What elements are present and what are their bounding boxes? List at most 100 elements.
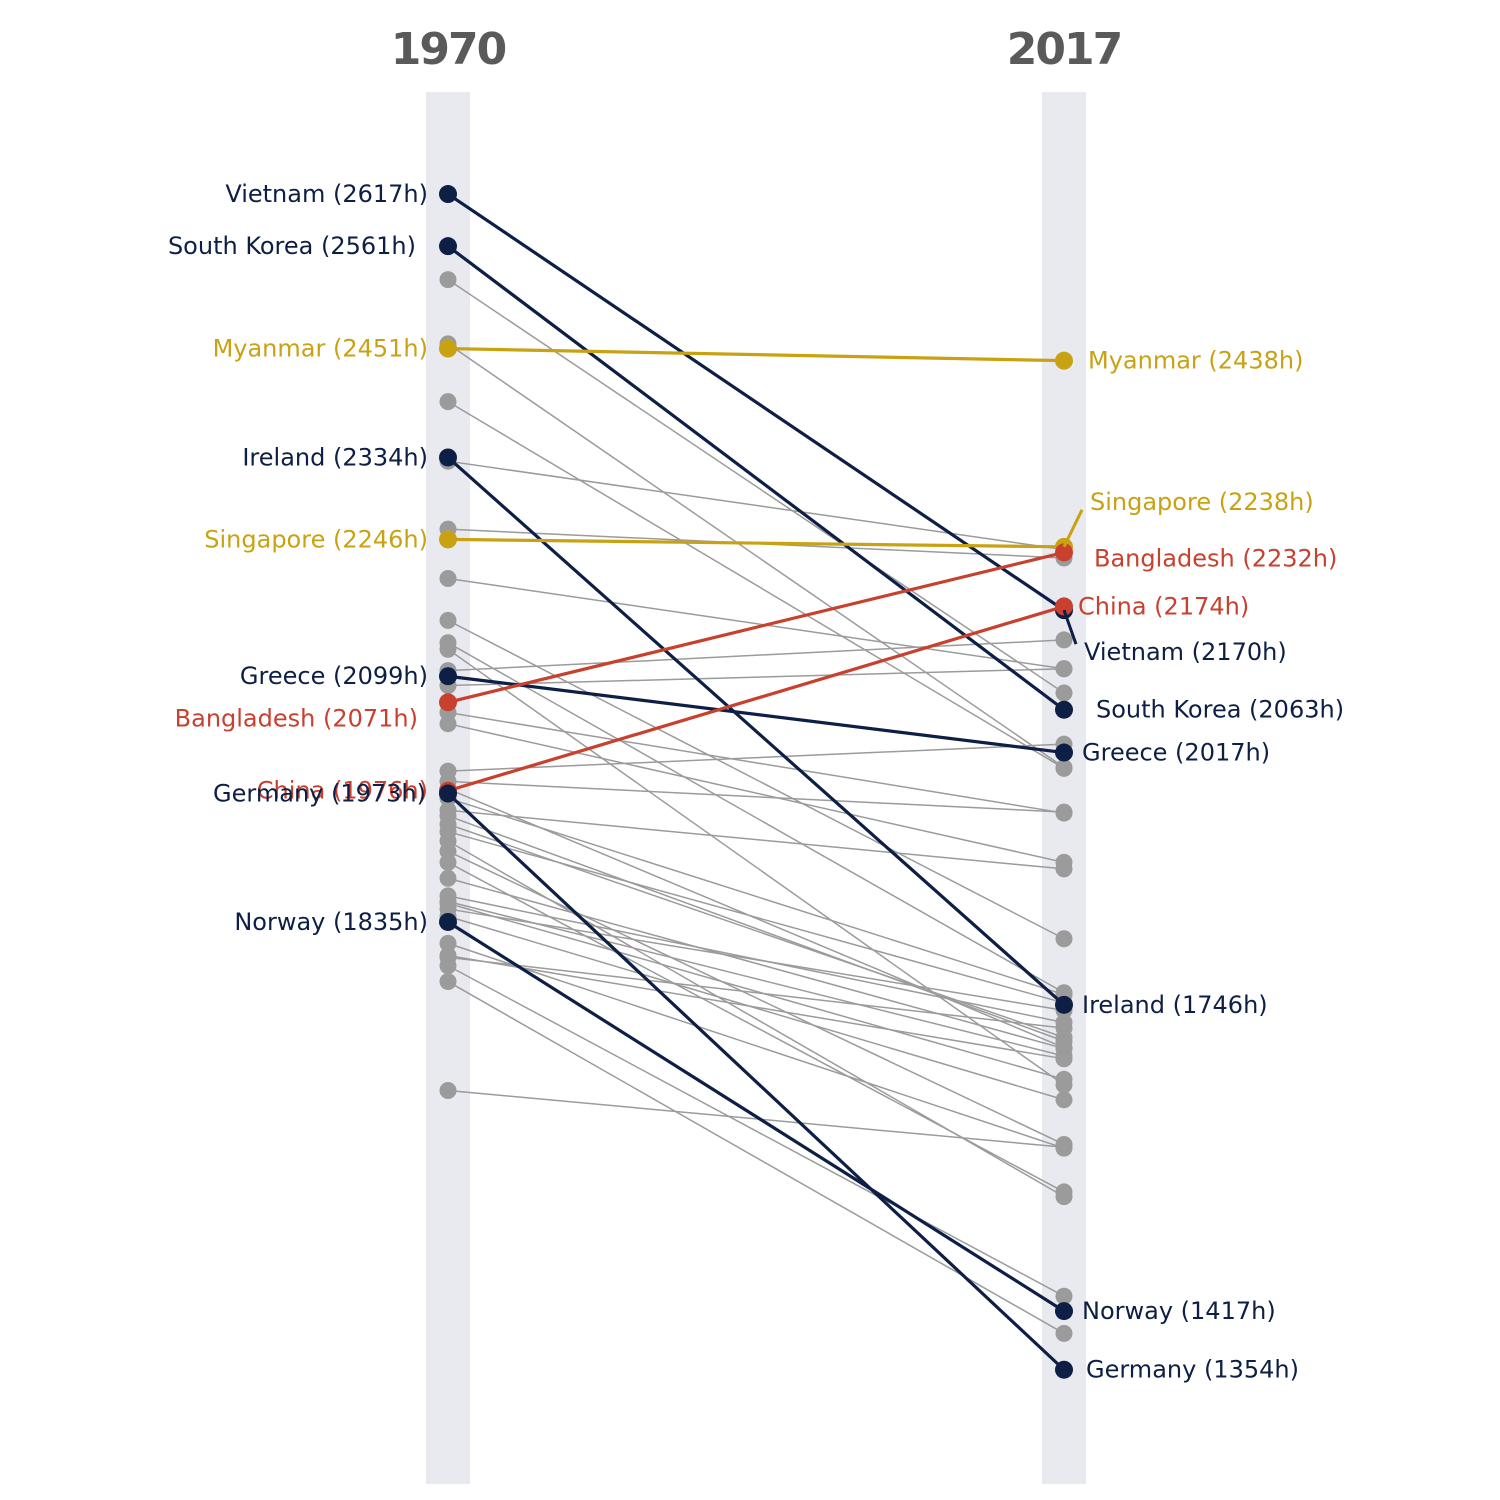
germany-point-start	[439, 784, 457, 803]
south-korea-end-label: South Korea (2063h)	[1096, 696, 1344, 724]
background-line	[447, 460, 1065, 551]
bangladesh-start-label: Bangladesh (2071h)	[175, 704, 418, 732]
background-point-start	[439, 393, 457, 411]
background-point-start	[439, 934, 457, 952]
background-point-start	[439, 640, 457, 658]
vietnam-end-label: Vietnam (2170h)	[1084, 638, 1287, 666]
background-line	[447, 577, 1065, 670]
background-point-start	[439, 869, 457, 887]
myanmar-end-label: Myanmar (2438h)	[1088, 347, 1303, 375]
norway-end-label: Norway (1417h)	[1082, 1297, 1276, 1325]
background-line	[447, 788, 1065, 1049]
germany-start-label: Germany (1973h)	[213, 780, 426, 808]
background-line	[447, 1089, 1065, 1148]
vietnam-label-leader	[1062, 609, 1078, 645]
background-point-start	[439, 1081, 457, 1099]
background-line	[447, 954, 1065, 1060]
background-line	[447, 830, 1065, 1004]
greece-line	[447, 674, 1065, 755]
background-point-start	[439, 973, 457, 991]
background-point-start	[439, 271, 457, 289]
south-korea-point-end	[1055, 700, 1073, 719]
ireland-point-start	[439, 448, 457, 467]
background-line	[447, 980, 1065, 1335]
background-line	[447, 400, 1065, 770]
background-point-end	[1055, 860, 1073, 878]
background-point-start	[439, 569, 457, 587]
singapore-end-label: Singapore (2238h)	[1090, 488, 1314, 516]
greece-point-start	[439, 667, 457, 686]
background-line	[447, 619, 1065, 940]
germany-line	[446, 792, 1066, 1371]
background-point-end	[1055, 759, 1073, 777]
south-korea-line	[447, 244, 1065, 712]
bangladesh-line	[447, 550, 1065, 704]
greece-point-end	[1055, 743, 1073, 762]
background-line	[447, 743, 1065, 772]
myanmar-point-end	[1055, 351, 1073, 370]
ireland-line	[446, 456, 1066, 1007]
bangladesh-end-label: Bangladesh (2232h)	[1094, 544, 1337, 572]
greece-start-label: Greece (2099h)	[240, 662, 428, 690]
myanmar-line	[447, 346, 1065, 363]
south-korea-start-label: South Korea (2561h)	[168, 232, 416, 260]
background-point-end	[1055, 1091, 1073, 1109]
background-point-start	[439, 715, 457, 733]
background-point-start	[439, 611, 457, 629]
background-line	[447, 639, 1065, 672]
ireland-end-label: Ireland (1746h)	[1082, 991, 1268, 1019]
background-line	[447, 815, 1065, 1042]
background-line	[447, 823, 1065, 1039]
background-line	[447, 942, 1065, 1149]
bangladesh-point-start	[439, 693, 457, 712]
ireland-start-label: Ireland (2334h)	[242, 443, 428, 471]
vietnam-line	[447, 192, 1065, 612]
background-line	[447, 809, 1065, 870]
norway-point-start	[439, 912, 457, 931]
background-line	[447, 877, 1065, 1050]
myanmar-point-start	[439, 339, 457, 358]
norway-point-end	[1055, 1302, 1073, 1321]
norway-start-label: Norway (1835h)	[234, 908, 428, 936]
south-korea-point-start	[439, 237, 457, 256]
germany-point-end	[1055, 1360, 1073, 1379]
background-line	[447, 722, 1065, 864]
background-point-end	[1055, 1070, 1073, 1088]
china-start-label: China (1976h)	[257, 777, 428, 805]
background-point-start	[439, 853, 457, 871]
background-line	[447, 850, 1065, 1146]
ireland-point-end	[1055, 995, 1073, 1014]
background-point-end	[1055, 1324, 1073, 1342]
background-point-end	[1055, 631, 1073, 649]
singapore-point-start	[439, 530, 457, 549]
norway-line	[447, 920, 1065, 1313]
singapore-line	[447, 537, 1065, 549]
column-header-end: 2017	[1006, 24, 1123, 75]
background-line	[447, 780, 1065, 813]
background-line	[447, 279, 1065, 694]
background-line	[447, 861, 1065, 1193]
background-point-start	[439, 957, 457, 975]
china-point-end	[1055, 597, 1073, 616]
background-line	[447, 956, 1065, 1029]
background-point-end	[1055, 1050, 1073, 1068]
china-line	[447, 604, 1065, 793]
vietnam-point-start	[439, 185, 457, 204]
background-point-end	[1055, 684, 1073, 702]
background-line	[447, 902, 1065, 1081]
background-line	[447, 908, 1065, 1012]
germany-end-label: Germany (1354h)	[1086, 1356, 1299, 1384]
china-end-label: China (2174h)	[1078, 592, 1249, 620]
background-line	[447, 711, 1065, 814]
background-line	[447, 648, 1065, 1086]
background-point-end	[1055, 930, 1073, 948]
background-point-end	[1055, 1019, 1073, 1037]
column-band-end	[1042, 92, 1086, 1484]
background-line	[447, 900, 1065, 1057]
background-line	[447, 343, 1065, 769]
background-line	[447, 642, 1065, 994]
bangladesh-point-end	[1055, 543, 1073, 562]
background-line	[447, 965, 1065, 1297]
background-line	[447, 797, 1065, 996]
